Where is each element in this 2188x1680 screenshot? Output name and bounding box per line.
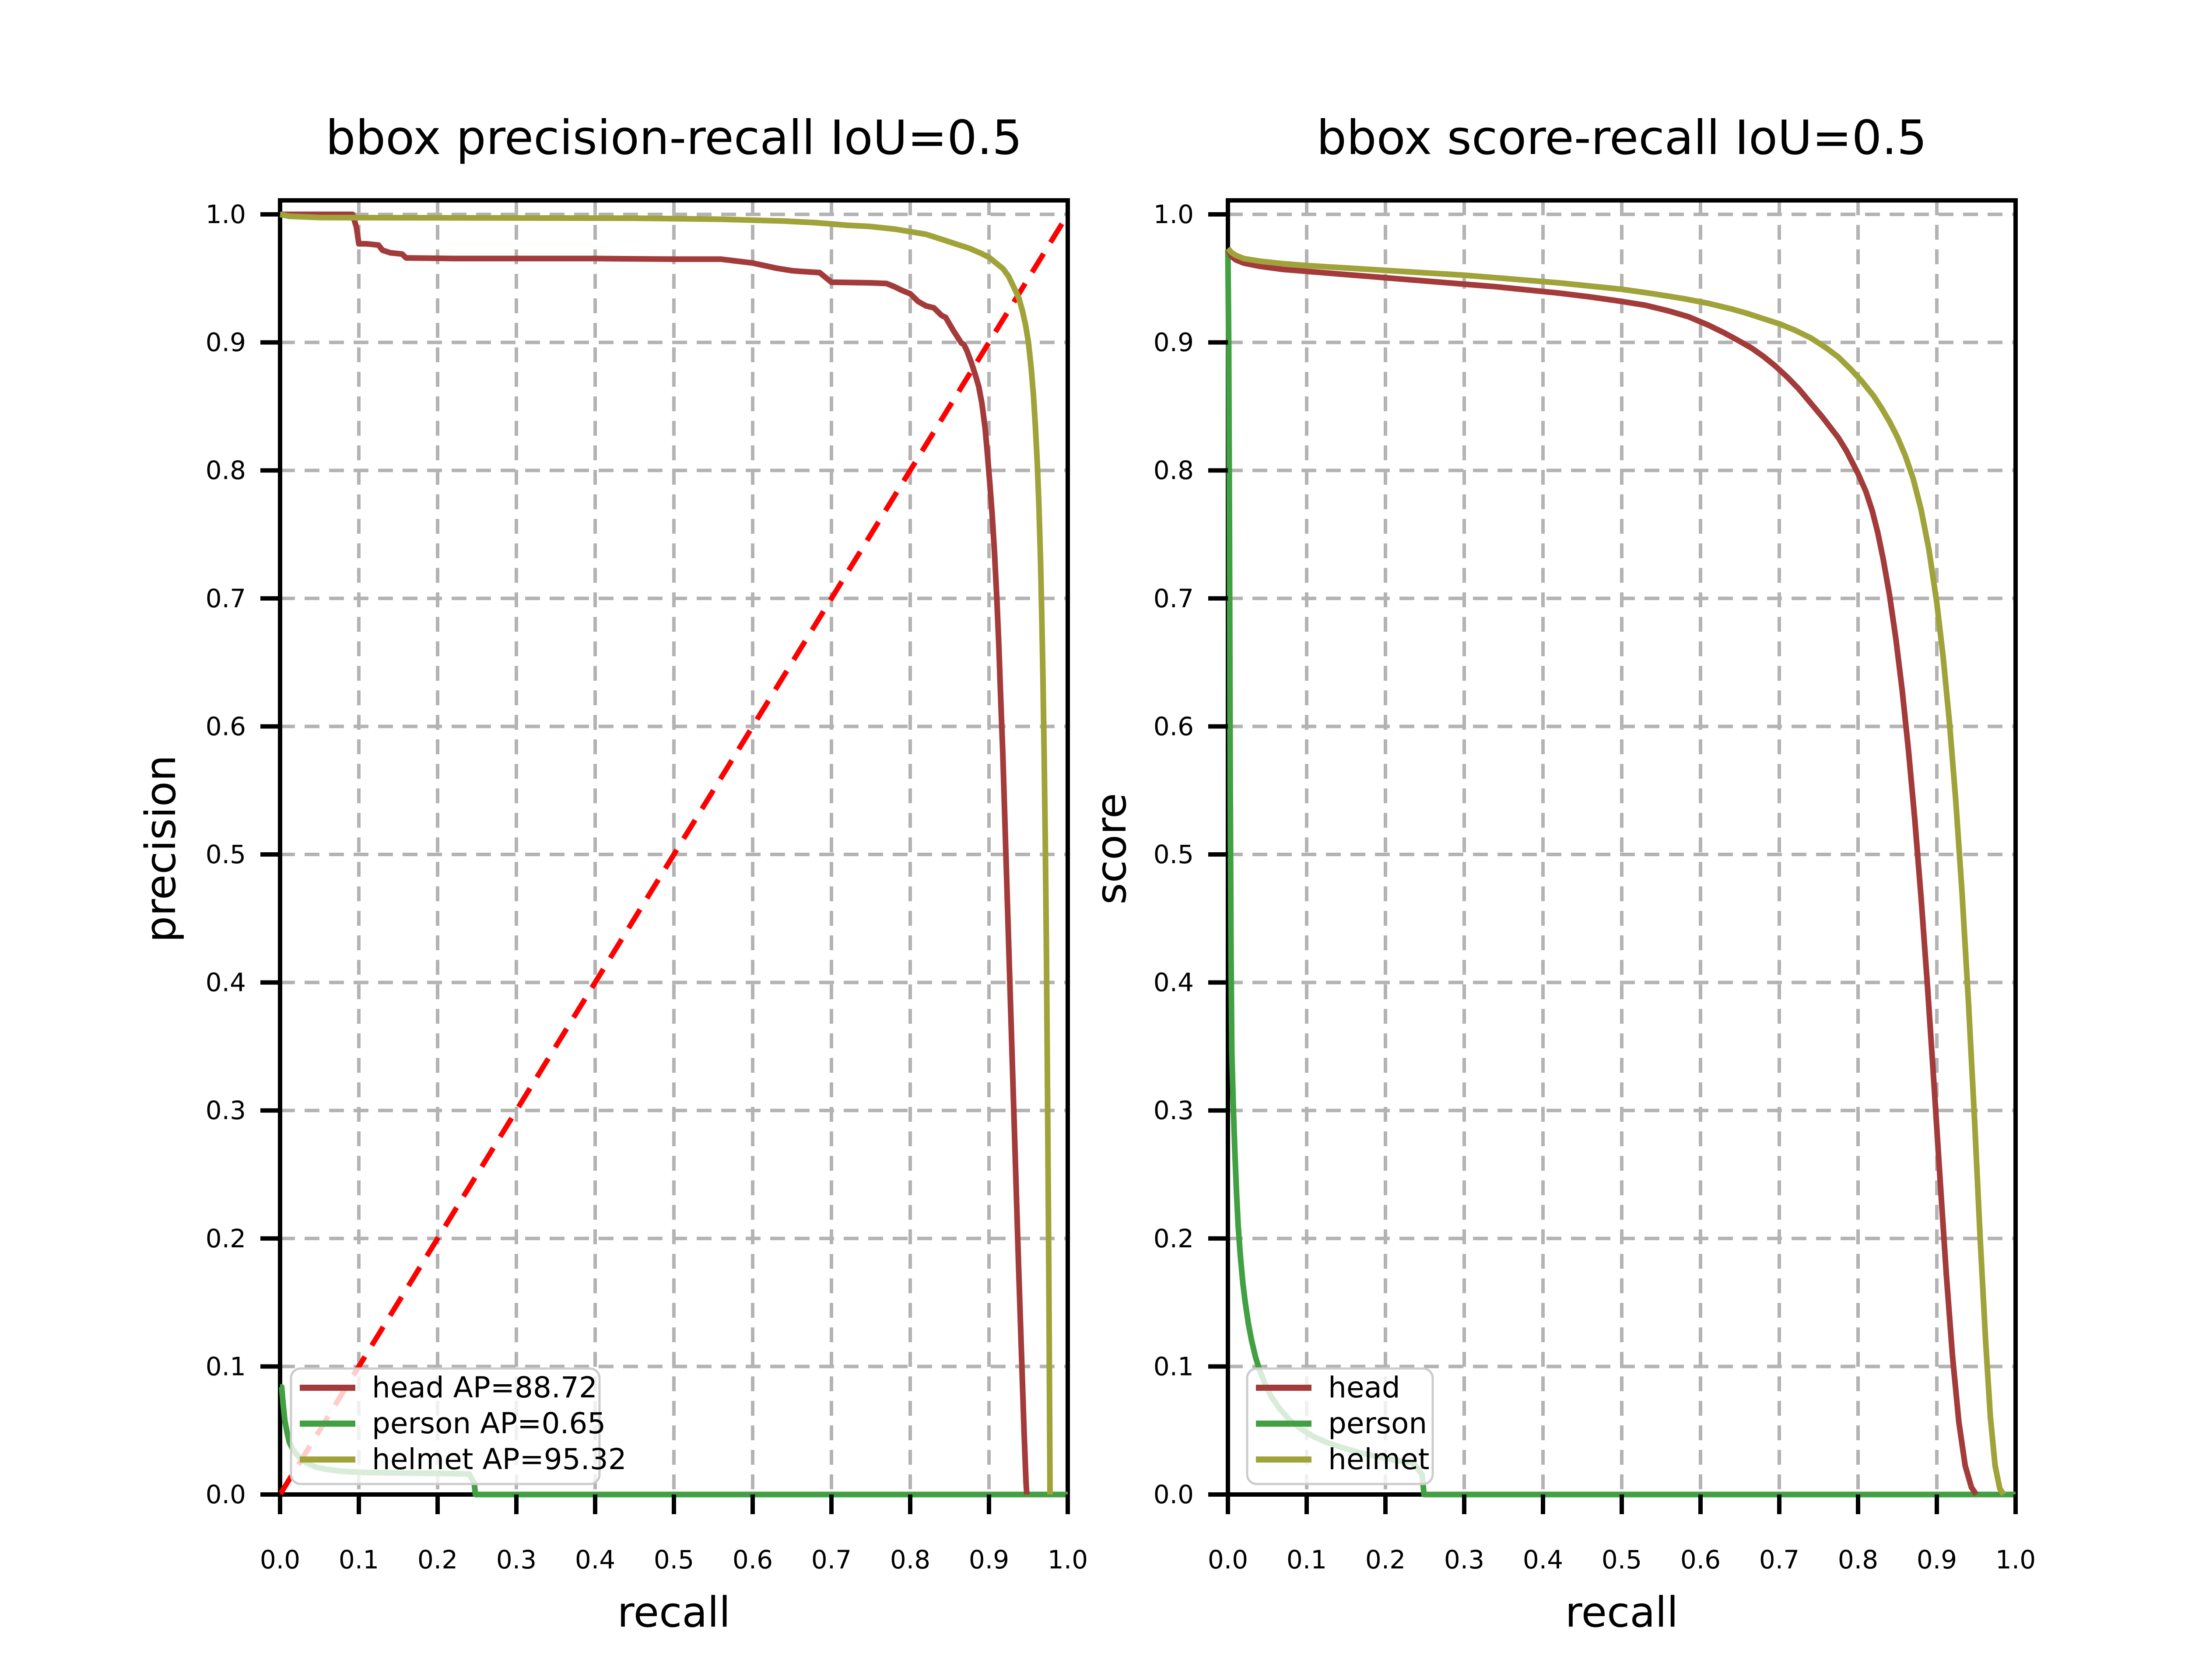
y-tick-label: 1.0 <box>1154 200 1194 229</box>
chart0-ylabel: precision <box>137 755 185 943</box>
x-tick-label: 0.9 <box>969 1545 1009 1575</box>
y-tick-label: 0.9 <box>1154 328 1194 357</box>
y-tick-label: 0.7 <box>1154 584 1194 613</box>
y-tick-label: 0.6 <box>1154 711 1194 741</box>
x-tick-label: 0.7 <box>811 1545 852 1575</box>
chart1-title: bbox score-recall IoU=0.5 <box>1317 111 1927 165</box>
legend-label-0: head AP=88.72 <box>372 1371 597 1404</box>
x-tick-label: 0.8 <box>890 1545 930 1575</box>
chart0-xlabel: recall <box>617 1589 731 1637</box>
x-tick-label: 0.7 <box>1759 1545 1799 1575</box>
x-tick-label: 0.1 <box>339 1545 379 1575</box>
series-helmet <box>1225 246 2006 1496</box>
legend-box <box>290 1367 601 1485</box>
y-tick-label: 0.5 <box>1154 840 1194 869</box>
x-tick-label: 0.9 <box>1917 1545 1957 1575</box>
chart0-title: bbox precision-recall IoU=0.5 <box>326 111 1022 165</box>
legend-box <box>1246 1367 1434 1485</box>
legend-label-1: person AP=0.65 <box>372 1407 606 1440</box>
x-tick-label: 0.6 <box>733 1545 773 1575</box>
x-tick-label: 0.2 <box>417 1545 458 1575</box>
x-tick-label: 0.0 <box>1208 1545 1248 1575</box>
legend-label-0: head <box>1328 1371 1400 1404</box>
x-tick-label: 1.0 <box>1048 1545 1088 1575</box>
x-tick-label: 0.5 <box>1602 1545 1642 1575</box>
y-tick-label: 0.0 <box>1154 1480 1194 1509</box>
x-tick-label: 0.3 <box>496 1545 536 1575</box>
legend-label-1: person <box>1328 1407 1427 1440</box>
x-tick-label: 0.8 <box>1838 1545 1878 1575</box>
x-tick-label: 0.5 <box>654 1545 694 1575</box>
legend-label-2: helmet <box>1328 1442 1430 1476</box>
x-tick-label: 0.1 <box>1287 1545 1327 1575</box>
y-tick-label: 1.0 <box>206 200 246 229</box>
x-tick-label: 0.0 <box>260 1545 300 1575</box>
chart1-xlabel: recall <box>1565 1589 1679 1637</box>
y-tick-label: 0.5 <box>206 840 246 869</box>
y-tick-label: 0.8 <box>206 455 246 485</box>
series-head <box>1225 248 1979 1496</box>
y-tick-label: 0.3 <box>206 1096 246 1125</box>
chart1-ylabel: score <box>1087 793 1136 904</box>
y-tick-label: 0.7 <box>206 584 246 613</box>
y-tick-label: 0.8 <box>1154 455 1194 485</box>
y-tick-label: 0.1 <box>206 1351 246 1381</box>
y-tick-label: 0.1 <box>1154 1351 1194 1381</box>
y-tick-label: 0.2 <box>1154 1224 1194 1253</box>
y-tick-label: 0.4 <box>1154 968 1194 998</box>
series-head <box>280 211 1030 1495</box>
x-tick-label: 0.4 <box>575 1545 615 1575</box>
series-helmet <box>279 211 1053 1495</box>
y-tick-label: 0.0 <box>206 1480 246 1509</box>
chart-precision-recall: 0.0 0.1 0.2 0.3 0.4 0.5 0.6 0.7 0.8 0.9 1.0 0.0 0.1 0… <box>206 198 1088 1575</box>
y-tick-label: 0.3 <box>1154 1096 1194 1125</box>
y-tick-label: 0.6 <box>206 711 246 741</box>
legend-label-2: helmet AP=95.32 <box>372 1442 627 1476</box>
y-tick-label: 0.9 <box>206 328 246 357</box>
x-tick-label: 0.6 <box>1680 1545 1721 1575</box>
chart-score-recall: 0.0 0.1 0.2 0.3 0.4 0.5 0.6 0.7 0.8 0.9 1.0 0.0 0.1 0… <box>1154 198 2036 1575</box>
y-tick-label: 0.4 <box>206 968 246 998</box>
x-tick-label: 0.4 <box>1523 1545 1563 1575</box>
x-tick-label: 1.0 <box>1995 1545 2036 1575</box>
y-tick-label: 0.2 <box>206 1224 246 1253</box>
x-tick-label: 0.2 <box>1365 1545 1406 1575</box>
series-diagonal-reference <box>277 213 1070 1496</box>
x-tick-label: 0.3 <box>1444 1545 1484 1575</box>
